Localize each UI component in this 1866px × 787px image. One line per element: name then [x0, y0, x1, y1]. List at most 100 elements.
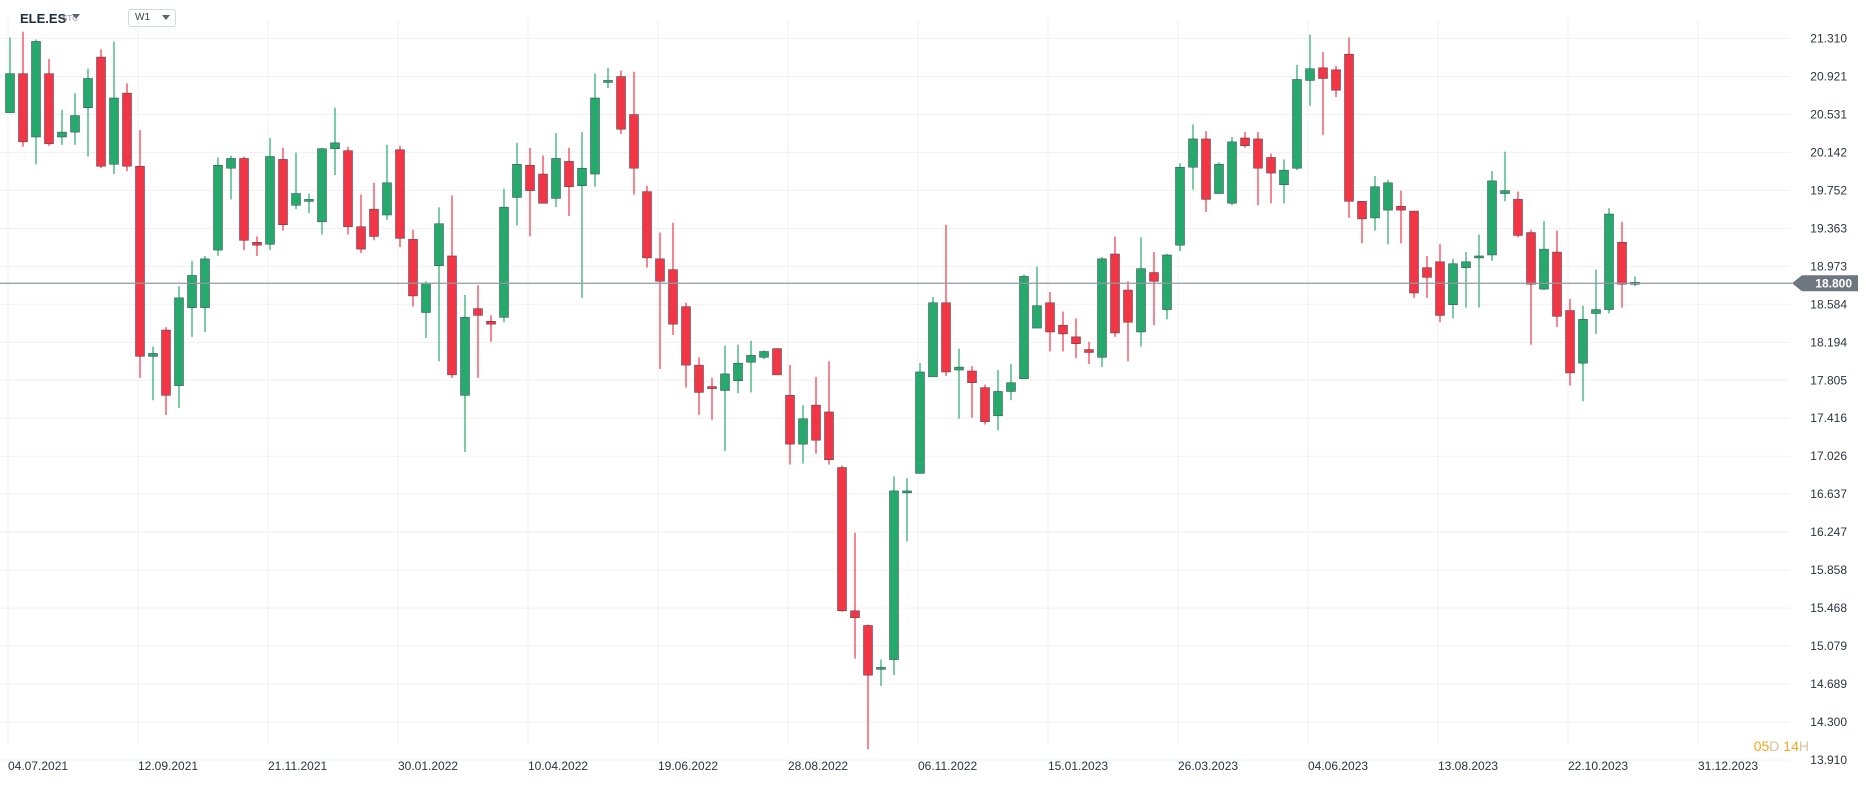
- candle-body: [1617, 242, 1627, 285]
- candle-bullish: [1539, 220, 1549, 291]
- candle-bearish: [1357, 201, 1367, 244]
- candle-body: [577, 167, 587, 186]
- candle-bearish: [1318, 52, 1328, 136]
- candle-body: [1500, 190, 1510, 194]
- candle-bullish: [1279, 159, 1289, 204]
- instrument-symbol[interactable]: ELE.ES: [20, 11, 67, 26]
- candle-bearish: [395, 145, 405, 248]
- x-tick-label: 15.01.2023: [1048, 759, 1108, 773]
- candle-bullish: [1162, 253, 1172, 320]
- candle-bearish: [616, 70, 626, 135]
- x-tick-label: 04.07.2021: [8, 759, 68, 773]
- y-tick-label: 20.531: [1810, 107, 1847, 121]
- candle-body: [525, 165, 535, 191]
- candle-body: [1162, 254, 1172, 310]
- timeframe-select[interactable]: W1: [128, 9, 176, 27]
- y-tick-label: 14.689: [1810, 677, 1847, 691]
- symbol-dropdown-icon[interactable]: [72, 14, 80, 19]
- candle-bearish: [1045, 292, 1055, 352]
- candle-body: [83, 78, 93, 108]
- candle-bullish: [876, 659, 886, 686]
- candle-bearish: [668, 222, 678, 335]
- candle-bearish: [122, 83, 132, 172]
- candle-body: [1188, 138, 1198, 168]
- candle-body: [720, 373, 730, 391]
- candle-body: [551, 158, 561, 199]
- candle-bullish: [1487, 171, 1497, 261]
- chart-grid: [0, 20, 1790, 761]
- candle-bullish: [1006, 364, 1016, 401]
- y-tick-label: 21.310: [1810, 32, 1847, 46]
- candle-body: [1539, 248, 1549, 290]
- candle-bullish: [590, 73, 600, 187]
- chart-toolbar: ELE.ES STC W1: [0, 0, 600, 34]
- candle-bullish: [1227, 136, 1237, 206]
- candle-bearish: [1149, 252, 1159, 326]
- candle-body: [31, 41, 41, 138]
- candle-body: [785, 395, 795, 445]
- candle-body: [655, 258, 665, 282]
- candle-body: [980, 387, 990, 422]
- y-tick-label: 19.752: [1810, 183, 1847, 197]
- candle-bearish: [1123, 281, 1133, 362]
- candle-body: [252, 242, 262, 246]
- candle-body: [1461, 261, 1471, 268]
- candle-bullish: [1292, 64, 1302, 171]
- candle-bearish: [135, 130, 145, 378]
- y-tick-label: 13.910: [1810, 753, 1847, 767]
- candle-body: [44, 73, 54, 145]
- candle-countdown: 05D 14H: [1754, 738, 1809, 754]
- candle-bullish: [902, 478, 912, 542]
- candle-body: [1045, 302, 1055, 333]
- candle-bullish: [83, 68, 93, 157]
- candle-bullish: [1578, 305, 1588, 402]
- candle-bullish: [330, 107, 340, 176]
- candle-bearish: [1617, 221, 1627, 308]
- candle-body: [460, 317, 470, 396]
- candle-bullish: [1604, 208, 1614, 314]
- candle-body: [1266, 157, 1276, 174]
- x-tick-label: 04.06.2023: [1308, 759, 1368, 773]
- candle-bullish: [460, 294, 470, 452]
- candle-bearish: [863, 624, 873, 750]
- candle-body: [434, 223, 444, 266]
- x-tick-label: 22.10.2023: [1568, 759, 1628, 773]
- y-tick-label: 16.637: [1810, 487, 1847, 501]
- candle-bearish: [1058, 311, 1068, 352]
- candle-bearish: [850, 532, 860, 659]
- candle-body: [1305, 68, 1315, 81]
- candle-bullish: [1175, 163, 1185, 252]
- candle-body: [1240, 137, 1250, 147]
- candle-body: [174, 297, 184, 386]
- candle-body: [291, 193, 301, 206]
- candle-body: [772, 348, 782, 376]
- candle-body: [824, 411, 834, 460]
- candle-body: [876, 667, 886, 670]
- candle-body: [356, 226, 366, 250]
- candle-bearish: [655, 232, 665, 370]
- candle-body: [915, 371, 925, 474]
- y-tick-label: 15.468: [1810, 601, 1847, 615]
- candle-body: [499, 206, 509, 318]
- candle-bullish: [1214, 162, 1224, 194]
- candle-bearish: [629, 71, 639, 195]
- candle-bullish: [1370, 175, 1380, 231]
- candle-bearish: [252, 236, 262, 256]
- candle-bullish: [1461, 252, 1471, 308]
- candle-bearish: [1084, 341, 1094, 365]
- candle-body: [369, 208, 379, 237]
- candle-bullish: [889, 476, 899, 676]
- candle-body: [1097, 258, 1107, 358]
- y-tick-label: 14.300: [1810, 715, 1847, 729]
- candle-bearish: [1110, 236, 1120, 337]
- x-tick-label: 19.06.2022: [658, 759, 718, 773]
- candle-bullish: [1383, 179, 1393, 245]
- candle-body: [941, 302, 951, 373]
- candle-body: [512, 164, 522, 198]
- candle-bearish: [1331, 65, 1341, 98]
- y-tick-label: 20.921: [1810, 69, 1847, 83]
- candle-body: [1578, 319, 1588, 364]
- candle-bullish: [213, 157, 223, 256]
- candle-bearish: [44, 58, 54, 146]
